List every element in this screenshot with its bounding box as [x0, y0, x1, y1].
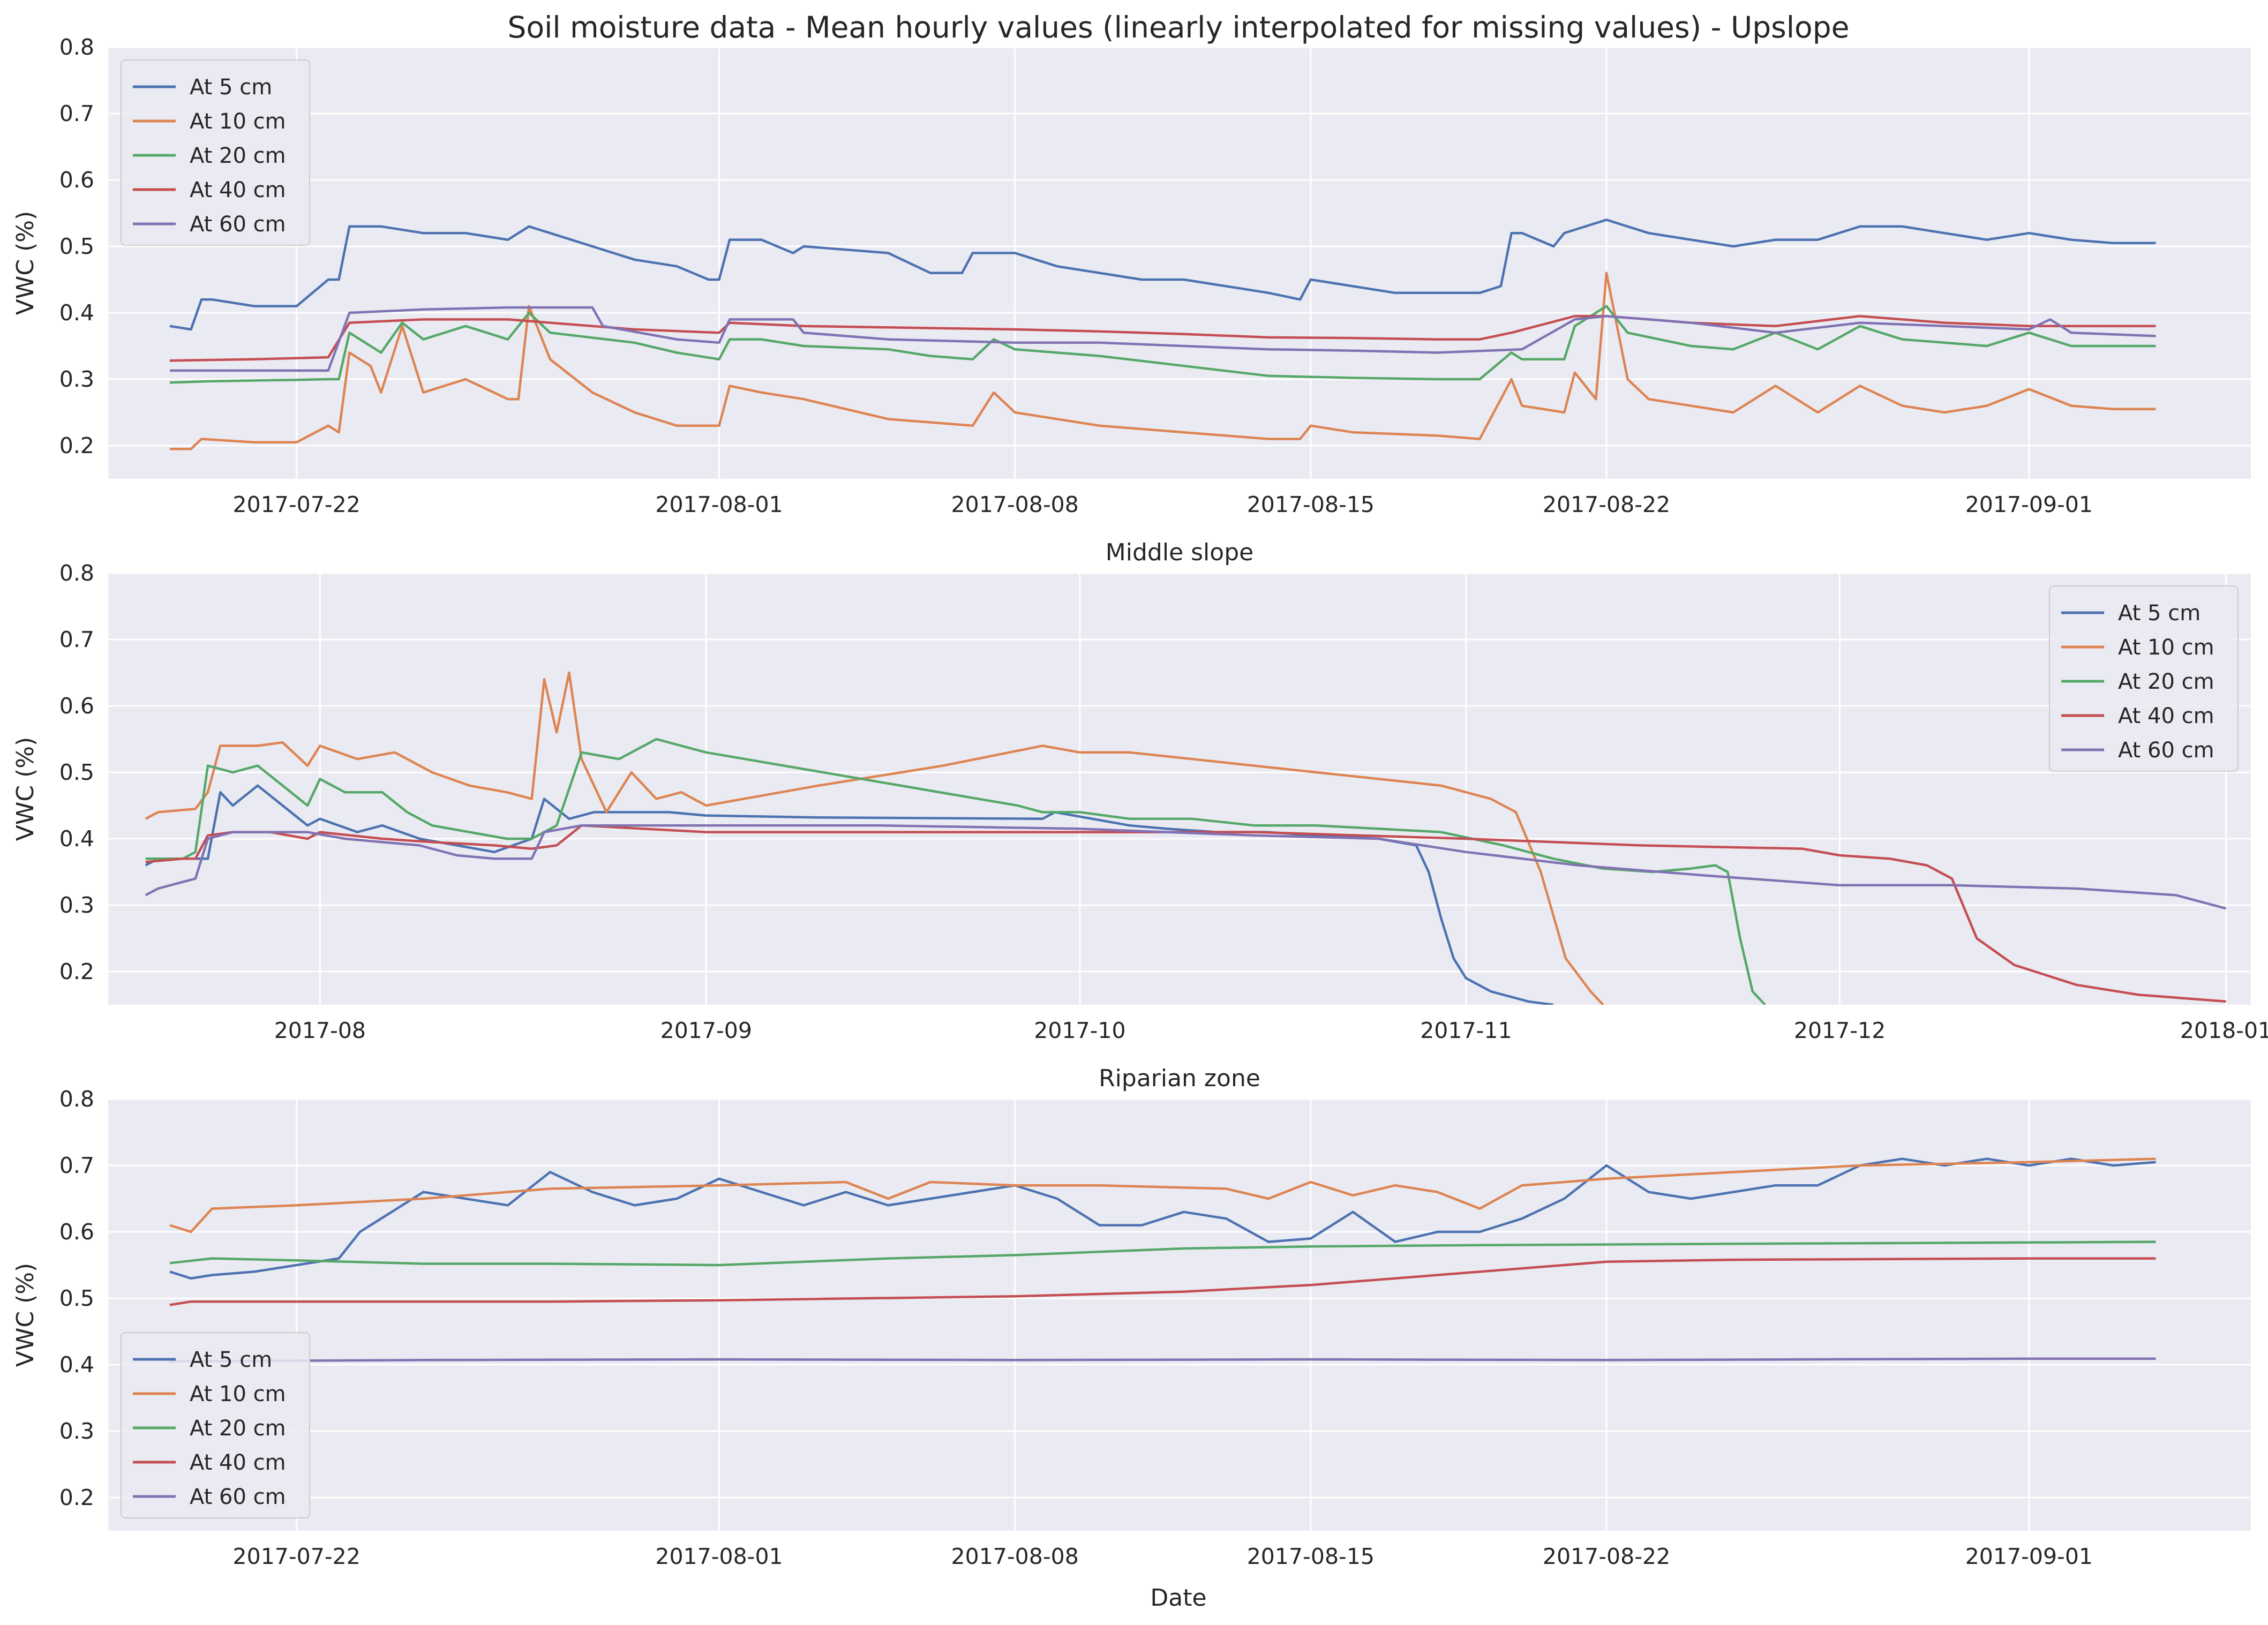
panel-title: Riparian zone — [1099, 1065, 1260, 1092]
y-tick-label: 0.5 — [59, 1285, 94, 1311]
x-tick-label: 2017-08 — [274, 1018, 366, 1043]
y-tick-label: 0.7 — [59, 1153, 94, 1178]
series-line-at-20-cm — [169, 1240, 2156, 1267]
x-tick-label: 2017-09-01 — [1965, 492, 2093, 517]
legend-box — [121, 59, 310, 246]
y-tick-label: 0.6 — [59, 693, 94, 719]
x-tick-label: 2017-08-01 — [655, 492, 783, 517]
legend-box — [2049, 585, 2239, 772]
y-tick-label: 0.2 — [59, 1485, 94, 1510]
legend-label: At 60 cm — [190, 212, 286, 237]
series-line-at-10-cm — [169, 1157, 2156, 1233]
x-axis-label: Date — [1150, 1584, 1206, 1612]
legend-label: At 20 cm — [2118, 669, 2214, 694]
panel-title: Middle slope — [1106, 539, 1253, 566]
figure-title: Soil moisture data - Mean hourly values … — [508, 10, 1850, 44]
legend-label: At 40 cm — [190, 1450, 286, 1475]
y-axis-label: VWC (%) — [12, 211, 39, 315]
y-tick-label: 0.5 — [59, 234, 94, 259]
axes-group: 0.2 0.3 0.4 0.5 0.6 0.7 0.8 2017-07-22 2017-08-0… — [12, 34, 2268, 1569]
series-line-at-60-cm — [145, 824, 2227, 910]
y-tick-label: 0.4 — [59, 300, 94, 326]
series-line-at-20-cm — [169, 305, 2156, 384]
x-tick-label: 2017-10 — [1034, 1018, 1125, 1043]
y-tick-label: 0.4 — [59, 826, 94, 852]
plot-area — [108, 47, 2251, 479]
legend: At 5 cm At 10 cm At 20 cm At 40 cm At 60 cm — [121, 59, 310, 246]
legend-label: At 10 cm — [190, 109, 286, 134]
x-tick-label: 2017-12 — [1794, 1018, 1886, 1043]
y-tick-label: 0.8 — [59, 560, 94, 586]
y-tick-label: 0.5 — [59, 759, 94, 785]
x-tick-label: 2017-08-22 — [1543, 492, 1670, 517]
x-tick-label: 2017-08-08 — [951, 1544, 1079, 1569]
series-line-at-40-cm — [169, 1257, 2156, 1306]
y-tick-label: 0.7 — [59, 101, 94, 126]
y-tick-label: 0.2 — [59, 433, 94, 458]
y-tick-label: 0.3 — [59, 892, 94, 918]
legend: At 5 cm At 10 cm At 20 cm At 40 cm At 60 cm — [2049, 585, 2239, 772]
series-group — [169, 1157, 2156, 1363]
panel-2: 0.2 0.3 0.4 0.5 0.6 0.7 0.8 2017-08 2017-09 2017-… — [12, 539, 2268, 1043]
legend-label: At 10 cm — [2118, 635, 2214, 660]
x-tick-label: 2017-07-22 — [233, 492, 361, 517]
y-tick-label: 0.3 — [59, 1418, 94, 1444]
legend-label: At 20 cm — [190, 1416, 286, 1441]
x-tick-label: 2017-09-01 — [1965, 1544, 2093, 1569]
x-tick-label: 2017-08-08 — [951, 492, 1079, 517]
x-tick-label: 2018-01 — [2180, 1018, 2268, 1043]
x-tick-label: 2017-08-22 — [1543, 1544, 1670, 1569]
y-tick-label: 0.2 — [59, 959, 94, 984]
legend-label: At 60 cm — [2118, 738, 2214, 763]
legend-label: At 40 cm — [190, 178, 286, 202]
series-line-at-60-cm — [170, 306, 2156, 372]
y-axis-label: VWC (%) — [12, 737, 39, 841]
series-line-at-10-cm — [145, 671, 1604, 1005]
legend-box — [121, 1332, 310, 1518]
y-tick-label: 0.7 — [59, 627, 94, 652]
legend-label: At 20 cm — [190, 144, 286, 168]
series-group — [145, 671, 2227, 1005]
series-line-at-10-cm — [170, 272, 2156, 450]
series-line-at-5-cm — [145, 784, 1553, 1005]
panel-1: 0.2 0.3 0.4 0.5 0.6 0.7 0.8 2017-07-22 2017-08-0… — [12, 34, 2251, 517]
y-tick-label: 0.3 — [59, 366, 94, 392]
x-tick-label: 2017-08-01 — [655, 1544, 783, 1569]
x-tick-label: 2017-08-15 — [1247, 1544, 1375, 1569]
series-line-at-5-cm — [169, 1157, 2156, 1280]
legend-label: At 5 cm — [2118, 601, 2201, 626]
y-tick-label: 0.6 — [59, 1219, 94, 1245]
series-group — [169, 219, 2156, 450]
y-tick-label: 0.6 — [59, 167, 94, 193]
x-tick-label: 2017-09 — [660, 1018, 752, 1043]
y-tick-label: 0.8 — [59, 34, 94, 60]
legend-label: At 5 cm — [190, 1348, 272, 1372]
legend-label: At 40 cm — [2118, 704, 2214, 728]
legend: At 5 cm At 10 cm At 20 cm At 40 cm At 60 cm — [121, 1332, 310, 1518]
y-tick-label: 0.4 — [59, 1352, 94, 1378]
x-tick-label: 2017-08-15 — [1247, 492, 1375, 517]
plot-area — [108, 573, 2251, 1005]
x-tick-label: 2017-07-22 — [233, 1544, 361, 1569]
legend-label: At 10 cm — [190, 1382, 286, 1406]
plot-area — [108, 1099, 2251, 1531]
series-line-at-5-cm — [169, 219, 2156, 331]
panel-3: 0.2 0.3 0.4 0.5 0.6 0.7 0.8 2017-07-22 2017-08-0… — [12, 1065, 2251, 1569]
series-line-at-40-cm — [169, 314, 2156, 362]
legend-label: At 5 cm — [190, 75, 272, 100]
y-tick-label: 0.8 — [59, 1086, 94, 1112]
x-tick-label: 2017-11 — [1420, 1018, 1512, 1043]
series-line-at-60-cm — [169, 1357, 2156, 1363]
legend-label: At 60 cm — [190, 1485, 286, 1509]
y-axis-label: VWC (%) — [12, 1263, 39, 1367]
